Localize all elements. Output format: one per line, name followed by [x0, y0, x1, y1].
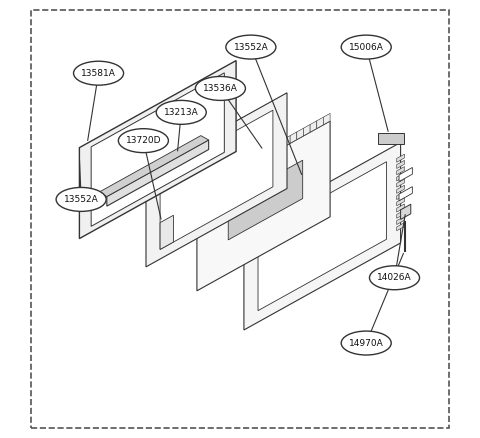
Ellipse shape	[156, 100, 206, 124]
Polygon shape	[396, 198, 405, 206]
Polygon shape	[237, 162, 243, 173]
Polygon shape	[204, 180, 210, 191]
Polygon shape	[257, 150, 264, 162]
Polygon shape	[396, 173, 405, 181]
Polygon shape	[399, 167, 412, 182]
Bar	[378, 133, 404, 144]
Polygon shape	[277, 139, 284, 151]
Ellipse shape	[195, 77, 245, 100]
Text: 13552A: 13552A	[233, 42, 268, 52]
Polygon shape	[396, 191, 405, 200]
Polygon shape	[324, 113, 330, 125]
Polygon shape	[317, 117, 324, 128]
Polygon shape	[399, 187, 412, 201]
Text: 13536A: 13536A	[203, 84, 238, 93]
Ellipse shape	[370, 266, 420, 290]
Polygon shape	[284, 136, 290, 147]
Polygon shape	[396, 185, 405, 194]
Ellipse shape	[73, 61, 123, 85]
Polygon shape	[224, 169, 230, 180]
Polygon shape	[303, 124, 310, 136]
Polygon shape	[270, 143, 277, 154]
Polygon shape	[244, 142, 401, 330]
Polygon shape	[243, 158, 250, 169]
Polygon shape	[396, 204, 405, 212]
Polygon shape	[310, 121, 317, 132]
Polygon shape	[396, 160, 405, 169]
Text: 14026A: 14026A	[377, 273, 412, 282]
Polygon shape	[264, 147, 270, 158]
Ellipse shape	[341, 331, 391, 355]
Polygon shape	[210, 177, 217, 187]
Polygon shape	[396, 154, 405, 162]
Polygon shape	[230, 165, 237, 177]
Ellipse shape	[341, 35, 391, 59]
Polygon shape	[146, 93, 287, 267]
Polygon shape	[250, 154, 257, 166]
Text: 13552A: 13552A	[64, 195, 98, 204]
Ellipse shape	[119, 129, 168, 152]
Polygon shape	[160, 215, 173, 250]
Polygon shape	[197, 184, 204, 195]
Polygon shape	[396, 210, 405, 218]
Polygon shape	[217, 173, 224, 184]
Text: 14970A: 14970A	[349, 339, 384, 347]
Text: 13213A: 13213A	[164, 108, 199, 117]
Ellipse shape	[56, 187, 106, 212]
Ellipse shape	[226, 35, 276, 59]
Polygon shape	[396, 179, 405, 187]
Text: 13720D: 13720D	[126, 136, 161, 145]
Polygon shape	[396, 216, 405, 225]
Polygon shape	[197, 121, 330, 291]
Polygon shape	[99, 136, 209, 197]
Polygon shape	[396, 223, 405, 231]
Polygon shape	[91, 73, 224, 226]
Text: 13581A: 13581A	[81, 69, 116, 78]
Polygon shape	[228, 160, 303, 240]
Polygon shape	[401, 204, 411, 219]
Polygon shape	[297, 128, 303, 140]
Polygon shape	[396, 166, 405, 175]
Text: 15006A: 15006A	[349, 42, 384, 52]
Polygon shape	[258, 162, 386, 311]
Polygon shape	[290, 132, 297, 143]
Polygon shape	[107, 140, 209, 206]
Polygon shape	[79, 60, 236, 239]
Polygon shape	[160, 110, 273, 250]
